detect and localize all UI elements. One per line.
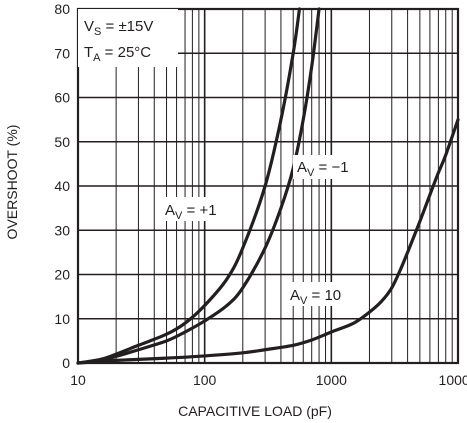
y-axis-ticks: 0 10 20 30 40 50 60 70 80	[54, 1, 70, 371]
label-box-av-plus1	[161, 197, 231, 221]
series-line-2	[76, 118, 460, 365]
x-axis-title: CAPACITIVE LOAD (pF)	[178, 403, 332, 419]
label-box-av-10	[286, 282, 356, 306]
y-tick-label: 70	[54, 45, 70, 61]
label-box-av-minus1	[293, 155, 353, 179]
series-group	[76, 7, 460, 365]
series-label-av-plus1: AV = +1	[165, 202, 217, 222]
x-tick-label: 10	[70, 372, 86, 388]
series-line-1	[76, 7, 321, 365]
y-tick-label: 30	[54, 222, 70, 238]
y-tick-label: 40	[54, 178, 70, 194]
x-tick-label: 1000	[316, 372, 347, 388]
condition-supply: VS = ±15V	[84, 18, 153, 38]
y-tick-label: 10	[54, 311, 70, 327]
conditions-box	[78, 9, 178, 67]
x-tick-label: 100	[193, 372, 217, 388]
plot-frame	[76, 7, 460, 365]
series-label-av-10: AV = 10	[290, 287, 341, 307]
y-tick-label: 20	[54, 267, 70, 283]
y-tick-label: 0	[62, 355, 70, 371]
y-tick-label: 60	[54, 90, 70, 106]
series-line-0	[76, 7, 302, 365]
series-label-av-minus1: AV = −1	[297, 159, 349, 179]
y-axis-title: OVERSHOOT (%)	[4, 125, 20, 240]
condition-temperature: TA = 25°C	[84, 44, 151, 64]
y-tick-label: 80	[54, 1, 70, 17]
y-tick-label: 50	[54, 134, 70, 150]
